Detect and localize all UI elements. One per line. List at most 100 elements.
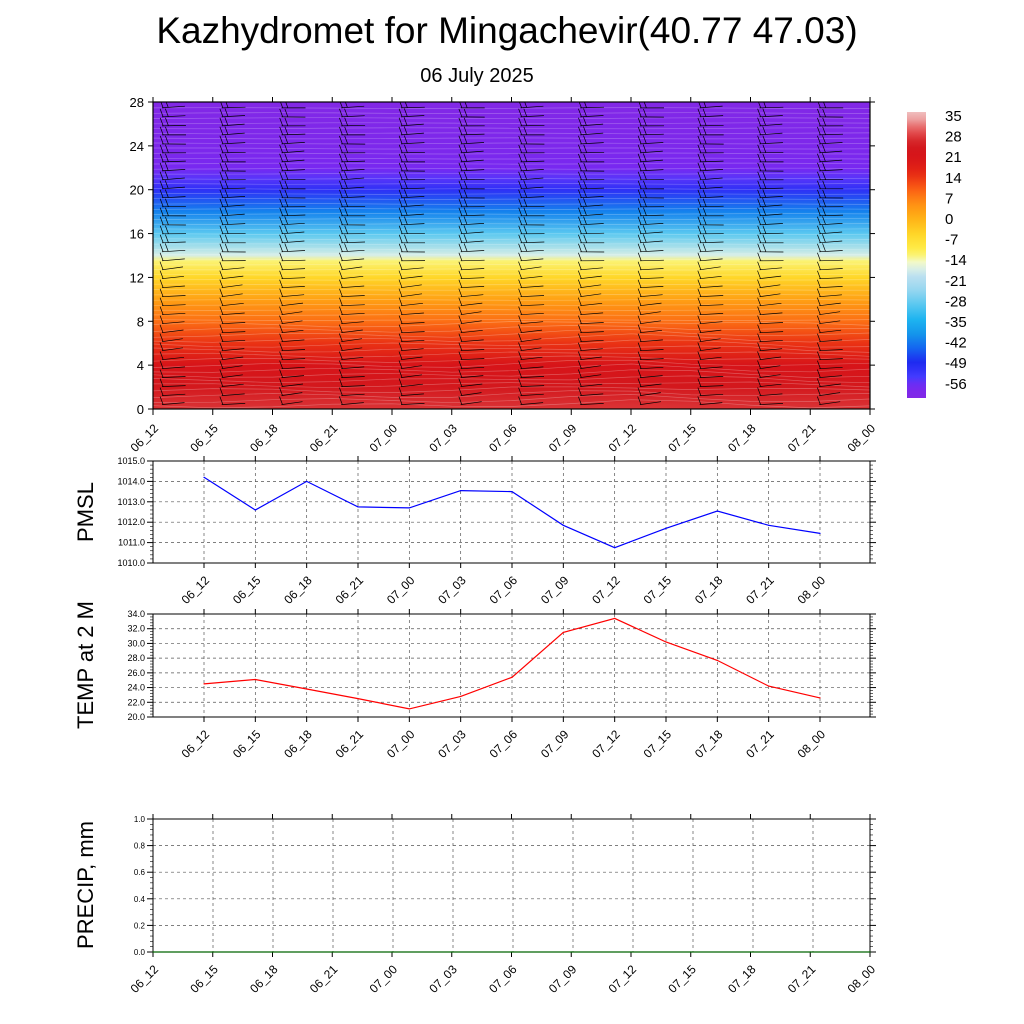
temperature-contour: [153, 325, 870, 333]
wind-barb: [697, 288, 724, 298]
wind-barb: [339, 153, 366, 163]
temperature-contour: [153, 329, 870, 338]
temperature-contour: [153, 351, 870, 358]
x-tick-label: 07_06: [487, 573, 521, 607]
wind-barb: [817, 198, 844, 208]
wind-barb: [518, 117, 545, 127]
wind-barb: [219, 279, 243, 289]
wind-barb: [398, 207, 424, 217]
wind-barb: [159, 198, 186, 208]
wind-barb: [399, 102, 425, 109]
wind-barb: [279, 369, 305, 378]
wind-barb: [279, 270, 306, 280]
heatmap-x-tick-label: 06_21: [307, 421, 341, 455]
series-point: [460, 490, 462, 492]
wind-barb: [637, 252, 664, 262]
wind-barb: [757, 396, 784, 405]
wind-barb: [339, 243, 365, 253]
wind-barb: [279, 117, 306, 127]
wind-barb: [458, 351, 485, 361]
wind-barb: [817, 153, 843, 163]
x-tick-label: 07_00: [384, 727, 418, 761]
wind-barb: [637, 234, 663, 244]
wind-barb: [577, 360, 602, 370]
series-point: [212, 951, 214, 953]
wind-barb: [577, 261, 603, 271]
colorbar-label: 28: [945, 129, 962, 146]
colorbar-label: -21: [945, 273, 967, 290]
wind-barb: [458, 225, 484, 235]
wind-barb: [458, 306, 482, 316]
wind-barb: [398, 324, 425, 334]
panel-frame: [152, 613, 871, 718]
wind-barb: [279, 144, 305, 154]
wind-barb: [697, 252, 723, 262]
series-point: [408, 507, 410, 509]
wind-barb: [458, 396, 482, 405]
wind-barb: [219, 378, 244, 387]
wind-barb: [817, 216, 843, 226]
wind-barb: [637, 261, 664, 271]
temperature-field: [153, 102, 870, 409]
temperature-contour: [153, 203, 870, 205]
wind-barb: [159, 171, 185, 181]
wind-barb: [817, 279, 843, 289]
heatmap-y-tick-label: 24: [130, 139, 144, 154]
wind-barb: [159, 315, 185, 325]
x-tick-label: 07_06: [487, 727, 521, 761]
wind-barb: [816, 306, 841, 316]
wind-barb: [398, 369, 423, 378]
wind-barb: [578, 126, 604, 136]
wind-barb: [159, 261, 184, 271]
x-tick-label: 06_21: [333, 727, 367, 761]
wind-barb: [339, 189, 365, 199]
y-axis-title: PMSL: [73, 482, 98, 542]
wind-barb: [219, 234, 246, 244]
heatmap-x-tick-label: 07_00: [367, 421, 401, 455]
panel-frame: [152, 460, 871, 564]
wind-barb: [518, 135, 545, 145]
series-point: [254, 678, 256, 681]
wind-barb: [338, 342, 363, 352]
wind-barb: [219, 144, 246, 154]
series-point: [391, 951, 393, 953]
wind-barb: [458, 288, 484, 298]
wind-barb: [637, 126, 664, 136]
temperature-contour: [153, 263, 870, 266]
temperature-contour: [153, 137, 870, 140]
wind-barb: [398, 162, 425, 172]
wind-barb: [817, 342, 843, 352]
temperature-contour: [153, 363, 870, 373]
wind-barb: [398, 171, 426, 181]
temperature-contour: [153, 293, 870, 296]
colorbar-label: -14: [945, 252, 967, 269]
wind-barb: [518, 126, 545, 136]
wind-barb: [697, 243, 724, 253]
wind-barb: [279, 351, 306, 361]
wind-barb: [697, 135, 724, 145]
colorbar: 35 28 21 14 7 0 -7 -14 -21 -28 -35 -42 -49 -56: [907, 108, 967, 398]
wind-barb: [279, 225, 305, 235]
wind-barb: [398, 144, 425, 154]
wind-barb: [518, 261, 542, 271]
series-point: [716, 510, 718, 512]
wind-barb: [637, 342, 664, 352]
wind-barb: [279, 162, 305, 172]
wind-barb: [757, 261, 783, 271]
temperature-contour: [153, 304, 870, 306]
series-point: [768, 524, 770, 526]
wind-barb: [637, 135, 664, 145]
wind-barb: [757, 387, 783, 396]
wind-barb: [518, 333, 542, 343]
wind-barb: [518, 189, 544, 199]
wind-barb: [816, 315, 841, 325]
wind-barb: [398, 153, 425, 163]
wind-barb: [817, 252, 844, 262]
heatmap-x-tick-label: 07_09: [546, 421, 580, 455]
heatmap-y-tick-label: 8: [137, 314, 144, 329]
wind-barb: [219, 252, 246, 262]
wind-barb: [578, 216, 604, 226]
colorbar-label: -28: [945, 293, 967, 310]
wind-barb: [159, 297, 186, 307]
y-tick-label: 1014.0: [117, 476, 145, 486]
